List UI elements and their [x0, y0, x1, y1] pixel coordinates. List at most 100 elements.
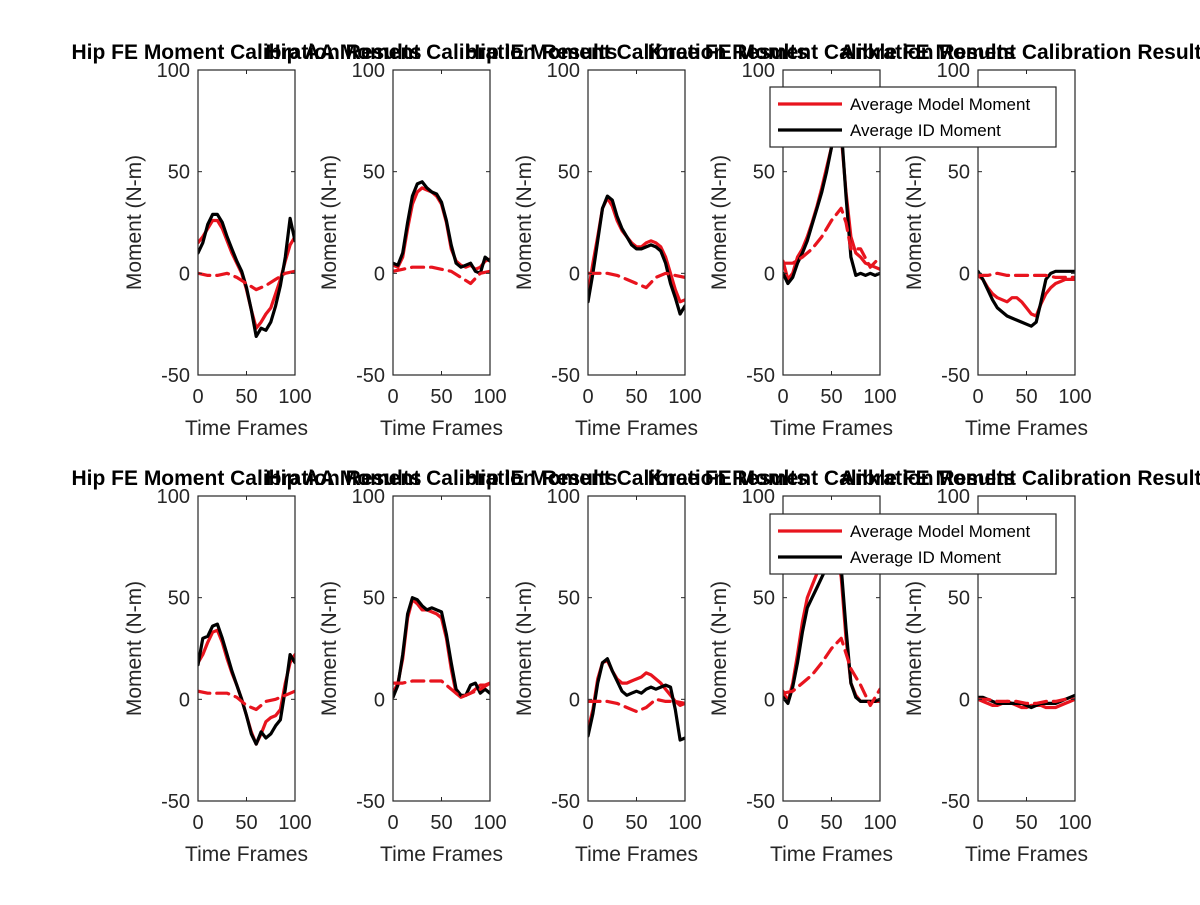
y-tick-label: 100 [547, 60, 580, 82]
y-tick-label: -50 [941, 365, 970, 387]
series-group [588, 657, 685, 742]
y-tick-label: 50 [558, 162, 580, 184]
x-axis-label: Time Frames [965, 843, 1088, 866]
x-axis-label: Time Frames [185, 843, 308, 866]
series-line-id-moment [588, 657, 685, 742]
series-line-model-dashed [393, 679, 490, 699]
y-tick-label: 100 [157, 60, 190, 82]
subplot-title: Hip FE Moment Calibration Results [71, 41, 421, 64]
x-tick-label: 50 [235, 812, 257, 834]
series-line-id-moment [588, 194, 685, 316]
series-line-model-moment [978, 273, 1075, 318]
y-tick-label: -50 [161, 791, 190, 813]
x-tick-label: 0 [777, 386, 788, 408]
series-line-id-moment [393, 596, 490, 699]
y-axis-label: Moment (N-m) [903, 155, 926, 290]
y-tick-label: 0 [569, 263, 580, 285]
plot-area [588, 496, 685, 801]
legend-frame [769, 513, 1057, 575]
plot-area [588, 70, 685, 375]
x-tick-label: 50 [1015, 812, 1037, 834]
y-tick-label: 0 [374, 263, 385, 285]
y-tick-label: -50 [941, 791, 970, 813]
x-tick-label: 0 [387, 386, 398, 408]
y-tick-label: 50 [948, 588, 970, 610]
x-axis-label: Time Frames [380, 417, 503, 440]
y-tick-label: 0 [569, 689, 580, 711]
x-tick-label: 0 [777, 812, 788, 834]
x-tick-label: 100 [473, 812, 506, 834]
x-tick-label: 100 [1058, 812, 1091, 834]
x-axis-label: Time Frames [380, 843, 503, 866]
series-group [393, 596, 490, 699]
series-group [978, 269, 1075, 328]
x-tick-label: 100 [863, 812, 896, 834]
series-line-model-dashed [588, 271, 685, 290]
y-tick-label: 0 [764, 689, 775, 711]
x-tick-label: 100 [668, 812, 701, 834]
x-tick-label: 100 [473, 386, 506, 408]
series-line-model-dashed [588, 697, 685, 714]
x-tick-label: 50 [625, 386, 647, 408]
legend-label: Average ID Moment [850, 121, 1001, 140]
x-tick-label: 0 [387, 812, 398, 834]
series-group [198, 622, 295, 746]
x-tick-label: 50 [430, 386, 452, 408]
series-line-id-moment [198, 622, 295, 746]
x-tick-label: 0 [192, 812, 203, 834]
subplot-title: Ankle FE Moment Calibration Results [840, 467, 1200, 490]
x-tick-label: 0 [972, 386, 983, 408]
series-group [588, 194, 685, 316]
subplot-title: Hip IE Moment Calibration Results [465, 467, 808, 490]
y-tick-label: 100 [937, 486, 970, 508]
y-tick-label: 50 [168, 162, 190, 184]
y-axis-label: Moment (N-m) [123, 155, 146, 290]
x-tick-label: 50 [1015, 386, 1037, 408]
legend-label: Average ID Moment [850, 548, 1001, 567]
y-tick-label: -50 [551, 791, 580, 813]
subplot-title: Hip FE Moment Calibration Results [71, 467, 421, 490]
series-group [978, 693, 1075, 710]
subplot-title: Knee FE Moment Calibration Results [648, 467, 1016, 490]
y-axis-label: Moment (N-m) [708, 581, 731, 716]
series-line-id-moment [978, 269, 1075, 328]
y-axis-label: Moment (N-m) [513, 155, 536, 290]
y-tick-label: 0 [179, 689, 190, 711]
y-tick-label: 50 [558, 588, 580, 610]
x-tick-label: 50 [820, 812, 842, 834]
series-line-model-dashed [393, 265, 490, 286]
x-axis-label: Time Frames [770, 417, 893, 440]
series-line-model-dashed [783, 206, 880, 269]
y-tick-label: 100 [157, 486, 190, 508]
series-group [198, 212, 295, 338]
y-tick-label: -50 [161, 365, 190, 387]
x-tick-label: 100 [278, 812, 311, 834]
x-axis-label: Time Frames [965, 417, 1088, 440]
x-tick-label: 50 [625, 812, 647, 834]
series-line-model-dashed [198, 269, 295, 292]
series-line-model-dashed [978, 271, 1075, 279]
x-tick-label: 50 [430, 812, 452, 834]
legend-box-row1: Average Model Moment Average ID Moment [769, 86, 1057, 148]
series-line-model-dashed [783, 636, 880, 707]
y-axis-label: Moment (N-m) [708, 155, 731, 290]
x-tick-label: 50 [235, 386, 257, 408]
x-axis-label: Time Frames [575, 843, 698, 866]
x-tick-label: 0 [972, 812, 983, 834]
y-tick-label: 0 [179, 263, 190, 285]
series-group [393, 180, 490, 286]
y-tick-label: -50 [356, 365, 385, 387]
x-tick-label: 0 [582, 812, 593, 834]
x-tick-label: 100 [863, 386, 896, 408]
series-line-model-dashed [198, 689, 295, 712]
x-tick-label: 0 [192, 386, 203, 408]
x-axis-label: Time Frames [185, 417, 308, 440]
legend-frame [769, 86, 1057, 148]
